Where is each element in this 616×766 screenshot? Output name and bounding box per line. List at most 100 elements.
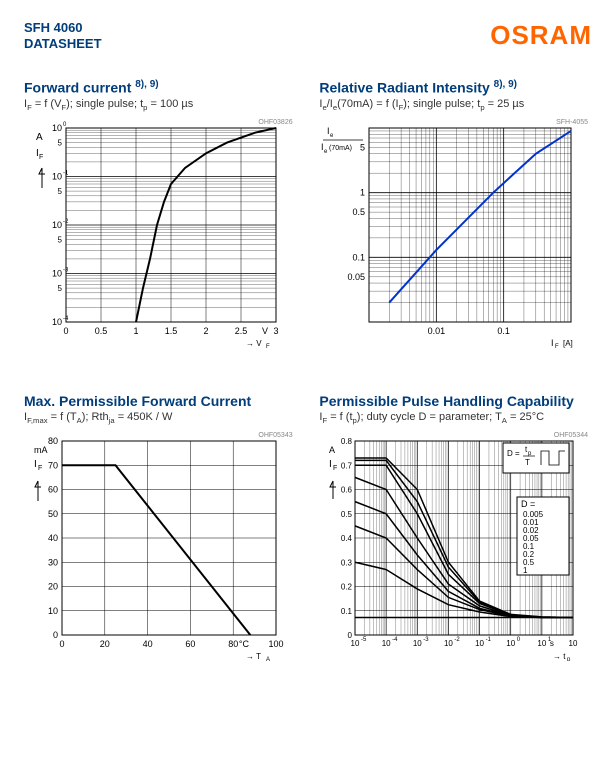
svg-text:0.8: 0.8 [341,437,353,446]
svg-text:0.01: 0.01 [428,326,446,336]
chart-title-text: Relative Radiant Intensity [319,80,489,96]
svg-text:10: 10 [52,172,62,182]
svg-text:40: 40 [143,639,153,649]
brand-logo: OSRAM [490,20,592,51]
chart-pulse-handling: Permissible Pulse Handling Capability IF… [319,393,592,666]
svg-text:0.1: 0.1 [353,252,366,262]
chart-title-text: Forward current [24,80,131,96]
svg-text:-1: -1 [486,637,492,643]
svg-text:10: 10 [52,123,62,133]
svg-text:100: 100 [268,639,283,649]
svg-text:T: T [525,458,530,467]
svg-text:0.3: 0.3 [341,558,353,567]
svg-text:10: 10 [444,639,453,648]
svg-text:0: 0 [63,122,67,128]
svg-text:V: V [262,326,268,336]
chart-title: Permissible Pulse Handling Capability [319,393,592,409]
svg-text:0.1: 0.1 [498,326,511,336]
page-header: SFH 4060 DATASHEET OSRAM [24,20,592,51]
svg-text:-5: -5 [361,637,367,643]
svg-text:I: I [34,459,37,470]
chart-forward-current: Forward current 8), 9) IF = f (VF); sing… [24,79,297,353]
svg-text:10: 10 [538,639,547,648]
header-part-block: SFH 4060 DATASHEET [24,20,102,51]
svg-text:10: 10 [475,639,484,648]
svg-text:[A]: [A] [563,339,573,348]
svg-text:10: 10 [48,606,58,616]
chart-subtitle: IF = f (VF); single pulse; tp = 100 µs [24,98,297,112]
chart-svg: OHF05344 10-510-410-310-210-110010110200… [319,431,592,666]
svg-text:e: e [330,133,334,139]
svg-text:5: 5 [58,139,63,148]
svg-text:0: 0 [517,637,521,643]
chart-svg: SFH-4055 0.010.10.050.10.515IeIe(70mA)IF… [319,118,592,353]
svg-text:40: 40 [48,533,58,543]
svg-text:10: 10 [351,639,360,648]
svg-text:5: 5 [360,142,365,152]
chart-subtitle: IF = f (tp); duty cycle D = parameter; T… [319,411,592,425]
svg-text:D =: D = [521,499,535,509]
svg-text:70: 70 [48,460,58,470]
svg-text:A: A [36,132,43,143]
svg-text:0: 0 [63,326,68,336]
chart-internal-id: OHF03826 [258,119,292,126]
svg-text:-2: -2 [455,637,461,643]
chart-title: Relative Radiant Intensity 8), 9) [319,79,592,96]
svg-text:0.7: 0.7 [341,461,353,470]
svg-text:F: F [333,465,337,472]
chart-internal-id: OHF05344 [554,432,588,439]
svg-text:-2: -2 [63,219,69,225]
svg-text:2: 2 [203,326,208,336]
svg-text:F: F [38,465,42,472]
svg-text:0.05: 0.05 [348,272,366,282]
chart-title: Forward current 8), 9) [24,79,297,96]
svg-text:80: 80 [228,639,238,649]
footnote-refs: 8), 9) [135,79,158,90]
svg-text:0.5: 0.5 [341,510,353,519]
svg-text:→ t: → t [553,652,566,661]
chart-radiant-intensity: Relative Radiant Intensity 8), 9) Ie/Ie(… [319,79,592,353]
svg-text:10: 10 [382,639,391,648]
svg-text:F: F [266,344,270,348]
svg-text:20: 20 [100,639,110,649]
svg-text:3: 3 [273,326,278,336]
svg-text:-4: -4 [393,637,399,643]
svg-text:1: 1 [523,566,528,575]
svg-text:10: 10 [569,639,578,648]
svg-text:0.1: 0.1 [341,607,353,616]
svg-text:0: 0 [59,639,64,649]
svg-text:10: 10 [52,269,62,279]
svg-text:0: 0 [53,630,58,640]
chart-subtitle: IF,max = f (TA); Rthja = 450K / W [24,411,297,425]
svg-text:(70mA): (70mA) [329,145,352,152]
svg-text:0.6: 0.6 [341,486,353,495]
svg-text:→ V: → V [246,339,262,348]
svg-text:0.5: 0.5 [353,207,366,217]
svg-text:I: I [551,338,554,348]
doc-type: DATASHEET [24,36,102,52]
chart-title: Max. Permissible Forward Current [24,393,297,409]
chart-svg: OHF05343 02040608010001020304050607080mA… [24,431,297,666]
svg-text:A: A [329,445,335,455]
svg-text:I: I [329,459,332,470]
svg-text:20: 20 [48,582,58,592]
svg-text:-4: -4 [63,316,69,322]
svg-text:s: s [550,639,554,648]
svg-text:-1: -1 [63,171,69,177]
chart-internal-id: SFH-4055 [556,119,588,126]
svg-text:60: 60 [48,485,58,495]
svg-text:10: 10 [507,639,516,648]
svg-text:0.4: 0.4 [341,534,353,543]
svg-text:80: 80 [48,436,58,446]
footnote-refs: 8), 9) [494,79,517,90]
svg-text:5: 5 [58,284,63,293]
chart-svg: OHF03826 00.511.522.5310-4510-3510-2510-… [24,118,297,353]
svg-text:60: 60 [185,639,195,649]
svg-text:1: 1 [133,326,138,336]
svg-text:→ T: → T [246,652,261,661]
svg-text:10: 10 [52,220,62,230]
svg-text:10: 10 [52,317,62,327]
part-number: SFH 4060 [24,20,102,36]
svg-text:0: 0 [348,631,353,640]
svg-text:p: p [567,657,571,661]
